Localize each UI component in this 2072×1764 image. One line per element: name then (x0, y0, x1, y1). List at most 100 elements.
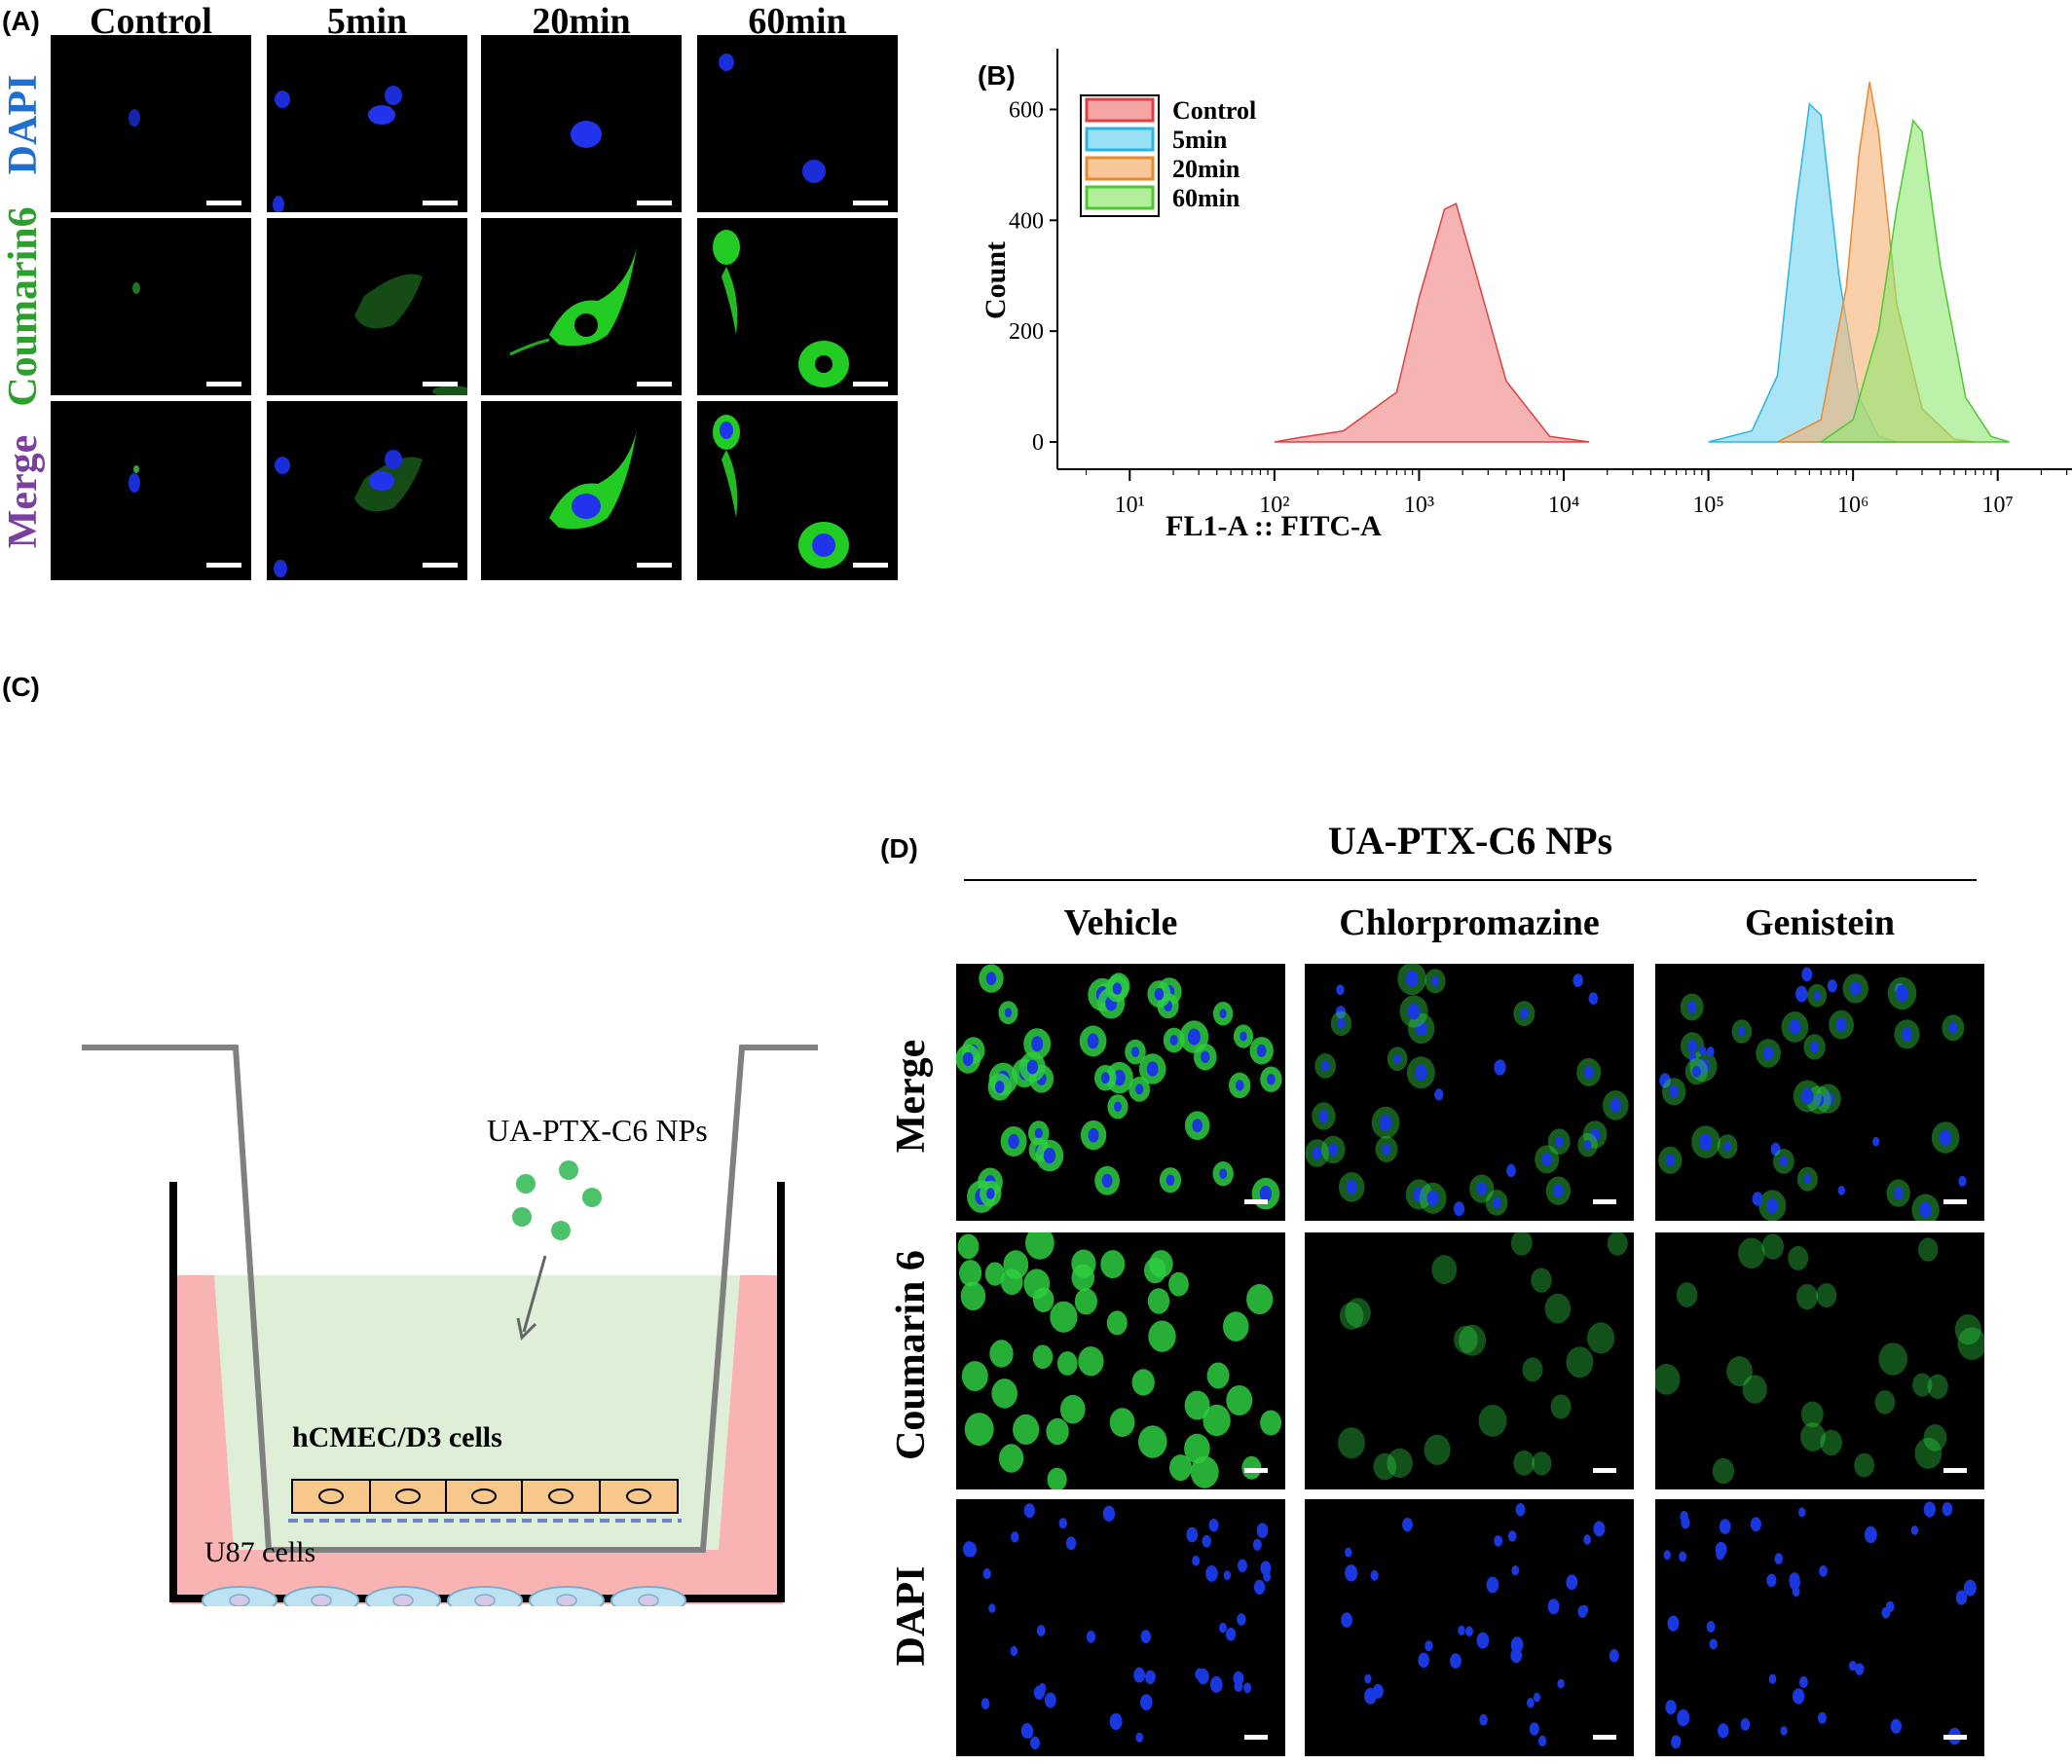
x-tick-label: 10² (1259, 493, 1289, 518)
panel-c-label: (C) (2, 672, 40, 702)
legend-label-5min: 5min (1172, 126, 1228, 154)
panel-d-image-merge-chlorpromazine (1305, 964, 1634, 1221)
chart-series-group (1274, 81, 2010, 443)
scale-bar (853, 201, 888, 205)
scale-bar (423, 563, 458, 568)
y-tick-label: 200 (1009, 319, 1044, 345)
series-60min-area (1818, 119, 2010, 443)
panel-a-label: (A) (2, 6, 40, 36)
panel-a-image-merge-60min (697, 401, 898, 580)
y-tick-label: 400 (1009, 208, 1044, 234)
panel-a-image-merge-control (51, 401, 251, 580)
panel-d-col-chlorpromazine: Chlorpromazine (1339, 902, 1600, 943)
legend-label-20min: 20min (1172, 155, 1240, 183)
y-tick-group: 0 200 400 600 (1009, 97, 1057, 456)
x-tick-group: 10¹ 10² 10³ 10⁴ 10⁵ 10⁶ 10⁷ (1086, 469, 2068, 518)
x-tick-label: 10⁵ (1692, 493, 1723, 518)
panel-d-label: (D) (880, 833, 918, 864)
panel-d-col-genistein: Genistein (1744, 902, 1896, 943)
panel-a-image-merge-20min (481, 401, 682, 580)
scale-bar (1943, 1468, 1967, 1473)
panel-b-chart: 0 200 400 600 10¹ 10² 10³ 10⁴ 10⁵ 10⁶ 10⁷ Count F… (980, 49, 2072, 542)
scale-bar (423, 201, 458, 205)
panel-a-image-dapi-60min (697, 35, 898, 212)
panel-d-image-dapi-vehicle (956, 1499, 1285, 1756)
scale-bar (1593, 1199, 1616, 1204)
scale-bar (1244, 1199, 1268, 1204)
x-tick-label: 10⁶ (1837, 493, 1868, 518)
np-label: UA-PTX-C6 NPs (487, 1113, 708, 1148)
panel-a-image-coumarin6-control (51, 218, 251, 395)
scale-bar (853, 563, 888, 568)
panel-d-title: UA-PTX-C6 NPs (1327, 819, 1613, 863)
insert-cells-label: hCMEC/D3 cells (292, 1421, 502, 1453)
scale-bar (1593, 1735, 1616, 1740)
scale-bar (206, 201, 241, 205)
panel-d-image-dapi-genistein (1655, 1499, 1984, 1756)
panel-a-row-merge: Merge (1, 434, 46, 549)
panel-a-row-dapi: DAPI (1, 74, 46, 175)
panel-d-image-merge-genistein (1655, 964, 1984, 1221)
legend-label-control: Control (1172, 96, 1256, 125)
panel-a-image-merge-5min (267, 401, 467, 580)
nanoparticle (551, 1221, 571, 1240)
panel-d-image-dapi-chlorpromazine (1305, 1499, 1634, 1756)
u87-cell-layer (202, 1586, 686, 1606)
panel-d-row-dapi: DAPI (889, 1565, 934, 1667)
legend-swatch-5min (1085, 127, 1155, 152)
nanoparticle (582, 1188, 602, 1207)
x-tick-label: 10¹ (1115, 493, 1145, 518)
y-tick-label: 600 (1009, 97, 1044, 123)
x-tick-label: 10⁷ (1982, 493, 2014, 518)
panel-d-row-merge: Merge (889, 1039, 934, 1154)
panel-d-col-vehicle: Vehicle (1063, 902, 1178, 943)
panel-a-row-coumarin6: Coumarin6 (1, 206, 46, 407)
scale-bar (423, 382, 458, 386)
panel-a-image-dapi-control (51, 35, 251, 212)
panel-b-label: (B) (978, 60, 1016, 91)
legend-swatch-control (1085, 97, 1155, 123)
bottom-cells-label: U87 cells (204, 1536, 315, 1568)
y-axis-title: Count (980, 241, 1012, 319)
scale-bar (1943, 1735, 1967, 1740)
scale-bar (637, 201, 672, 205)
panel-a-image-dapi-5min (267, 35, 467, 212)
transwell-insert (82, 1045, 818, 1553)
panel-d-image-merge-vehicle (956, 964, 1285, 1221)
x-tick-label: 10⁴ (1548, 493, 1579, 518)
scale-bar (637, 382, 672, 386)
y-tick-label: 0 (1032, 430, 1044, 456)
scale-bar (1244, 1468, 1268, 1473)
series-control-area (1274, 202, 1590, 443)
scale-bar (853, 382, 888, 386)
panel-d-image-coumarin6-genistein (1655, 1232, 1984, 1489)
endothelial-monolayer (288, 1479, 682, 1523)
panel-a-image-coumarin6-5min (267, 218, 467, 395)
nanoparticle (516, 1174, 536, 1194)
panel-a-image-dapi-20min (481, 35, 682, 212)
legend-swatch-60min (1085, 185, 1155, 210)
x-tick-label: 10³ (1404, 493, 1434, 518)
panel-d-image-coumarin6-chlorpromazine (1305, 1232, 1634, 1489)
panel-d-title-underline (964, 879, 1977, 881)
scale-bar (1593, 1468, 1616, 1473)
nanoparticle (559, 1160, 578, 1180)
arrow-icon (522, 1255, 547, 1333)
arrow-head-icon (516, 1317, 537, 1341)
panel-c-transwell-diagram: UA-PTX-C6 NPs hCMEC/D3 cells U87 cells (82, 1045, 818, 1606)
scale-bar (206, 382, 241, 386)
legend-label-60min: 60min (1172, 184, 1240, 212)
legend-box (1080, 94, 1160, 217)
nanoparticle (512, 1207, 532, 1227)
scale-bar (637, 563, 672, 568)
scale-bar (206, 563, 241, 568)
scale-bar (1244, 1735, 1268, 1740)
panel-d-image-coumarin6-vehicle (956, 1232, 1285, 1489)
legend-swatch-20min (1085, 156, 1155, 181)
scale-bar (1943, 1199, 1967, 1204)
x-axis-title: FL1-A :: FITC-A (1166, 510, 1382, 542)
panel-d-row-coumarin6: Coumarin 6 (889, 1250, 934, 1460)
panel-a-image-coumarin6-20min (481, 218, 682, 395)
panel-a-image-coumarin6-60min (697, 218, 898, 395)
